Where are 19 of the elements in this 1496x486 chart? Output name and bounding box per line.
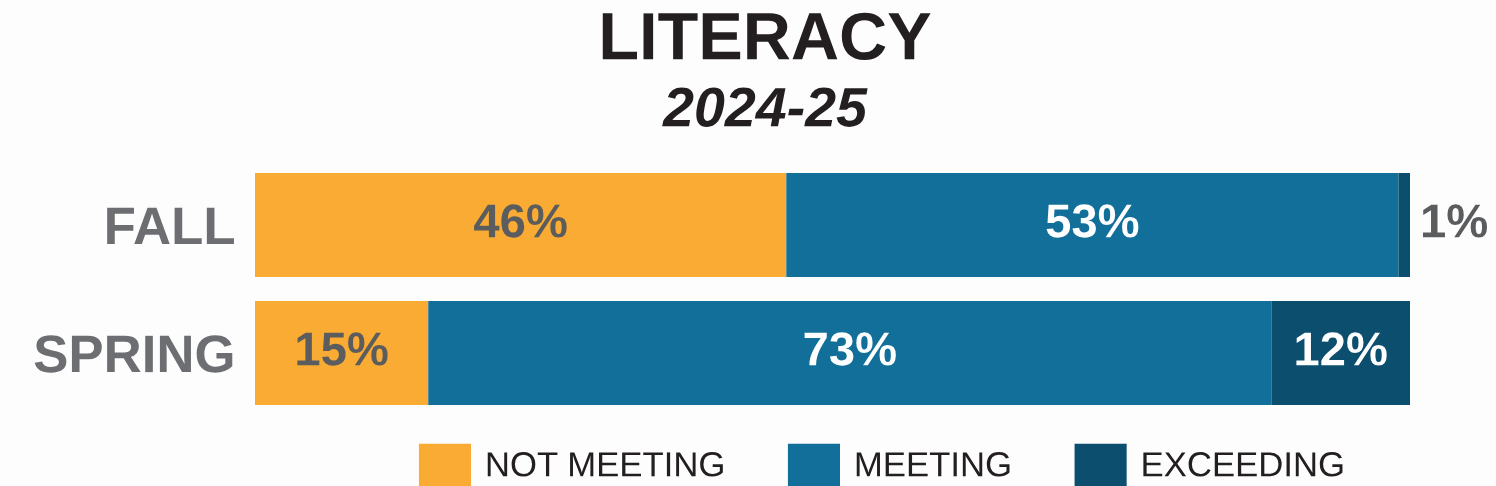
- data-label: 12%: [1296, 332, 1387, 366]
- legend-label: NOT MEETING: [487, 452, 723, 477]
- bar: [255, 173, 787, 277]
- data-label: 46%: [474, 204, 567, 238]
- chart-subtitle: 2024-25: [662, 87, 868, 127]
- chart-title: LITERACY: [602, 12, 931, 60]
- bar: [255, 301, 429, 405]
- data-label: 53%: [1046, 204, 1139, 238]
- legend-label: EXCEEDING: [1143, 452, 1343, 477]
- y-tick-label: SPRING: [34, 335, 233, 373]
- bar: [428, 301, 1272, 405]
- data-label: 73%: [804, 332, 896, 366]
- data-label: 15%: [297, 332, 388, 366]
- bar: [1398, 173, 1410, 277]
- y-tick-label: FALL: [107, 207, 234, 245]
- bar: [1271, 301, 1410, 405]
- bar: [786, 173, 1399, 277]
- data-label: 1%: [1422, 204, 1488, 238]
- legend-label: MEETING: [856, 452, 1010, 477]
